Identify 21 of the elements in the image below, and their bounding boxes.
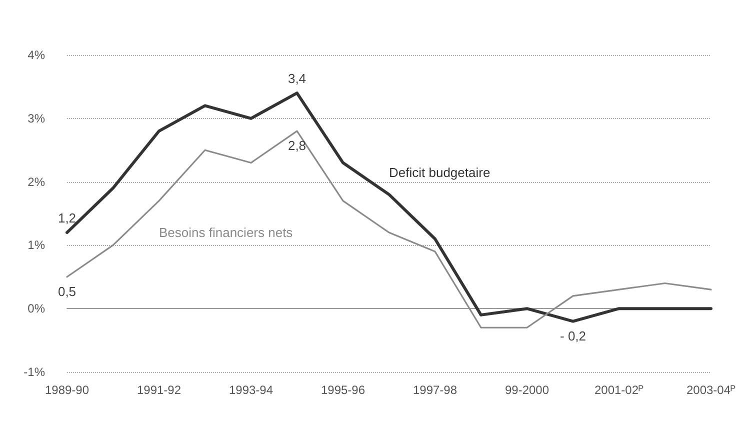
data-label: 1,2 [58,210,76,226]
y-tick-label: 2% [28,174,46,189]
y-tick-label: 4% [28,48,46,62]
data-label: 0,5 [58,284,76,299]
x-tick-label: 1989-90 [44,383,90,397]
y-tick-label: -1% [24,365,46,379]
x-tick-label: 1995-96 [320,383,366,397]
x-tick-label: 2001-02ᴾ [594,383,644,397]
y-tick-label: 3% [28,111,46,126]
x-tick-label: 1993-94 [228,383,274,397]
series-label: Deficit budgetaire [389,164,490,180]
x-tick-label: 2003-04ᴾ [686,383,736,397]
x-tick-label: 1997-98 [412,383,458,397]
data-label: 2,8 [288,138,306,154]
data-label: 3,4 [288,71,306,86]
y-tick-label: 0% [28,302,46,316]
x-tick-label: 1991-92 [136,383,182,397]
x-tick-label: 99-2000 [504,383,550,397]
y-tick-label: 1% [28,238,46,252]
data-label: - 0,2 [560,328,586,344]
series-label: Besoins financiers nets [159,225,294,240]
